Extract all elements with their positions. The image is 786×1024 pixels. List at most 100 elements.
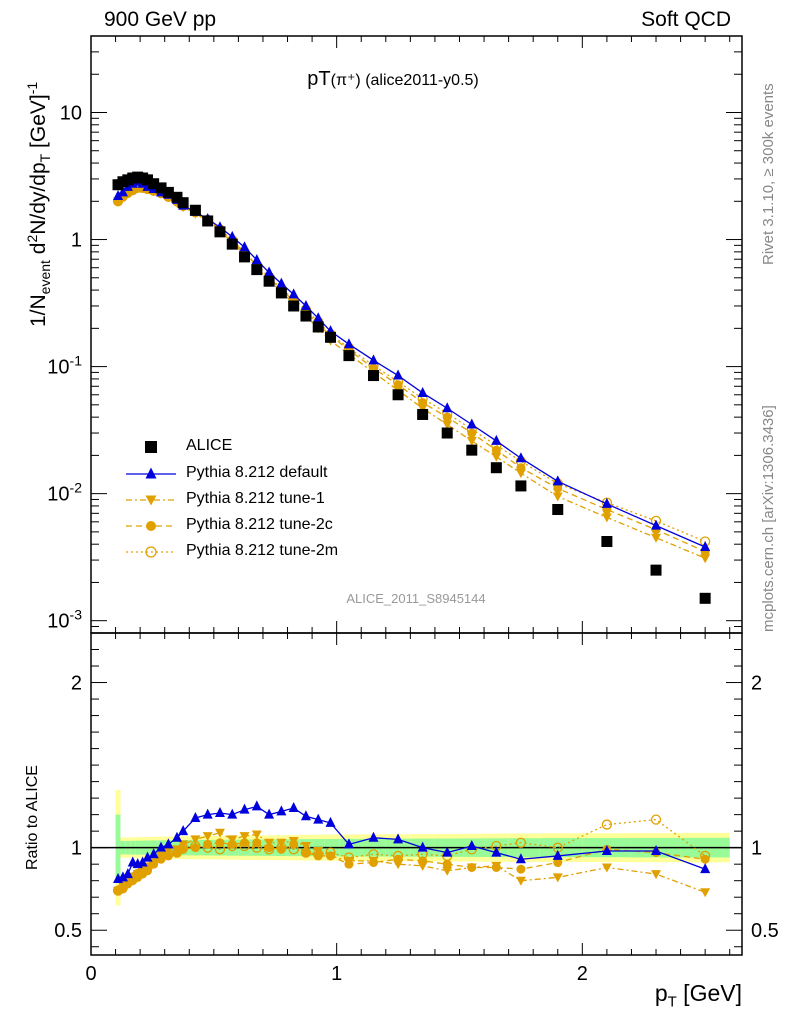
legend-marker-alice (145, 441, 157, 453)
title-particle: (π⁺) (330, 72, 361, 89)
ratio-point-pythia-8-212-default (491, 846, 502, 857)
ratio-point-pythia-8-212-tune-2c (553, 858, 563, 868)
main-point-alice (171, 191, 183, 203)
ratio-point-pythia-8-212-default (190, 811, 201, 822)
legend-marker-pythia-8-212-default (145, 467, 157, 479)
y-tick-label: 10-1 (47, 353, 82, 379)
main-point-alice (177, 197, 189, 209)
main-point-alice (251, 264, 263, 276)
ratio-point-pythia-8-212-default (300, 810, 311, 821)
ratio-point-pythia-8-212-tune-1 (190, 835, 201, 845)
main-point-pythia-8-212-default (442, 402, 453, 413)
ratio-point-pythia-8-212-tune-2c (190, 843, 200, 853)
ratio-point-pythia-8-212-tune-2c (240, 838, 250, 848)
ratio-point-pythia-8-212-tune-1 (202, 832, 213, 842)
main-point-pythia-8-212-default (113, 190, 124, 201)
ratio-point-pythia-8-212-default (313, 813, 324, 824)
main-point-pythia-8-212-default (264, 266, 275, 277)
ratio-point-pythia-8-212-tune-1 (264, 838, 275, 848)
title-variable: pT (307, 68, 331, 90)
ratio-point-pythia-8-212-tune-1 (227, 835, 238, 845)
y-tick-label: 10-2 (47, 480, 82, 506)
ratio-point-pythia-8-212-tune-1 (368, 856, 379, 866)
main-point-pythia-8-212-tune-1 (491, 452, 502, 462)
ratio-point-pythia-8-212-tune-1 (171, 845, 182, 855)
main-line-pythia-8-212-tune-2m (117, 187, 706, 543)
main-point-pythia-8-212-default (700, 541, 711, 552)
ratio-point-pythia-8-212-default (117, 871, 128, 882)
ratio-point-pythia-8-212-default (417, 841, 428, 852)
main-point-pythia-8-212-tune-1 (552, 492, 563, 502)
header-category: Soft QCD (641, 8, 731, 31)
main-point-alice (148, 178, 160, 190)
ratio-point-pythia-8-212-tune-1 (113, 886, 124, 896)
main-point-pythia-8-212-default (288, 288, 299, 299)
ratio-point-pythia-8-212-tune-1 (156, 851, 167, 861)
x-tick-label: 2 (577, 963, 588, 985)
main-point-alice (368, 370, 380, 382)
ratio-point-pythia-8-212-default (288, 802, 299, 813)
y-tick-label: 10 (60, 102, 82, 124)
ratio-point-pythia-8-212-tune-1 (515, 876, 526, 886)
main-point-pythia-8-212-tune-2c (491, 445, 501, 455)
ratio-y-tick-label-right: 1 (751, 838, 762, 860)
ratio-point-pythia-8-212-default (239, 803, 250, 814)
main-point-pythia-8-212-default (117, 186, 128, 197)
main-point-alice (288, 300, 300, 312)
ratio-point-pythia-8-212-default (264, 808, 275, 819)
main-point-pythia-8-212-tune-1 (466, 436, 477, 446)
ratio-point-pythia-8-212-default (515, 853, 526, 864)
legend-label-tune1: Pythia 8.212 tune-1 (186, 490, 325, 507)
analysis-id: ALICE_2011_S8945144 (346, 591, 486, 606)
main-point-pythia-8-212-default (466, 418, 477, 429)
x-tick-label: 1 (331, 963, 342, 985)
ratio-point-pythia-8-212-tune-1 (239, 832, 250, 842)
ratio-point-pythia-8-212-default (393, 833, 404, 844)
ratio-point-pythia-8-212-tune-1 (491, 861, 502, 871)
legend-marker-pythia-8-212-tune-2c (146, 521, 156, 531)
main-point-alice (189, 204, 201, 216)
legend-marker-pythia-8-212-tune-1 (145, 495, 157, 506)
y-tick-label: 1 (71, 230, 82, 252)
ratio-point-pythia-8-212-default (251, 800, 262, 811)
main-point-alice (343, 350, 355, 362)
header-energy: 900 GeV pp (104, 8, 217, 31)
ratio-y-tick-label: 2 (71, 673, 82, 695)
main-point-alice (417, 408, 429, 420)
main-point-pythia-8-212-default (313, 312, 324, 323)
main-point-alice (650, 564, 662, 576)
ratio-point-pythia-8-212-tune-2c (252, 838, 262, 848)
legend-marker-pythia-8-212-tune-2m (145, 546, 157, 558)
ratio-point-pythia-8-212-tune-2c (700, 854, 710, 864)
main-point-pythia-8-212-default (651, 519, 662, 530)
y-tick-label: 10-3 (47, 607, 82, 633)
title-tag: (alice2011-y0.5) (360, 72, 479, 89)
main-point-pythia-8-212-default (368, 354, 379, 365)
main-point-alice (263, 275, 275, 287)
ratio-point-pythia-8-212-tune-2c (516, 864, 526, 874)
main-point-pythia-8-212-tune-2c (467, 428, 477, 438)
main-point-alice (300, 310, 312, 322)
ratio-point-pythia-8-212-tune-2c (203, 839, 213, 849)
main-point-pythia-8-212-default (227, 230, 238, 241)
ratio-y-tick-label: 0.5 (54, 920, 82, 942)
main-point-pythia-8-212-tune-1 (700, 554, 711, 564)
main-point-pythia-8-212-default (343, 338, 354, 349)
ratio-point-pythia-8-212-tune-1 (214, 828, 225, 838)
ratio-y-tick-label-right: 0.5 (751, 920, 779, 942)
ratio-point-pythia-8-212-tune-2c (215, 838, 225, 848)
main-point-pythia-8-212-default (393, 369, 404, 380)
main-point-alice (226, 238, 238, 250)
main-point-pythia-8-212-tune-1 (651, 533, 662, 543)
ratio-point-pythia-8-212-tune-2c (442, 859, 452, 869)
main-point-alice (515, 480, 527, 492)
ratio-point-pythia-8-212-default (156, 841, 167, 852)
x-axis-label: pT [GeV] (654, 980, 742, 1011)
ratio-point-pythia-8-212-default (651, 844, 662, 855)
main-point-pythia-8-212-default (552, 475, 563, 486)
ratio-point-pythia-8-212-default (700, 863, 711, 874)
ratio-point-pythia-8-212-default (142, 851, 153, 862)
ratio-point-pythia-8-212-default (442, 846, 453, 857)
y-axis-label-ratio: Ratio to ALICE (24, 765, 41, 870)
legend-label-default: Pythia 8.212 default (186, 464, 328, 481)
